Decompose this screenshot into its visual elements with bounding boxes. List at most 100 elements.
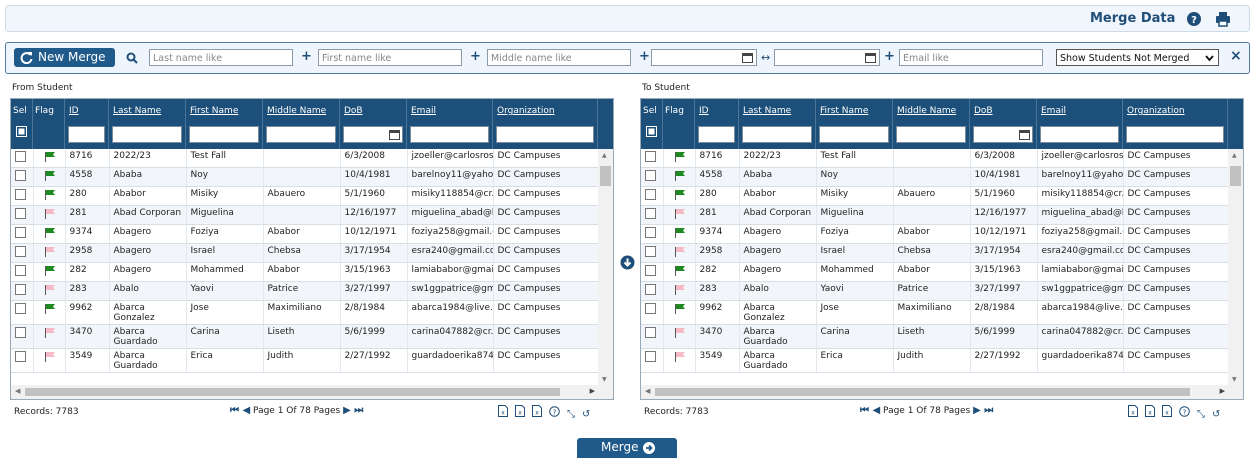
select-cell[interactable]: [641, 186, 664, 206]
grid-row[interactable]: 3470 Abarca Guardado Carina Liseth 5/6/1999 c…: [641, 324, 1228, 349]
column-filter-input[interactable]: [742, 126, 812, 143]
date-from-input[interactable]: [651, 49, 757, 66]
column-filter-input[interactable]: [1126, 126, 1224, 143]
select-cell[interactable]: [11, 262, 34, 282]
column-title[interactable]: DoB: [344, 106, 363, 116]
row-checkbox[interactable]: [15, 246, 26, 257]
help-icon[interactable]: ?: [1187, 12, 1201, 26]
print-icon[interactable]: [1215, 11, 1231, 27]
column-filter-input[interactable]: [973, 126, 1033, 143]
help-icon[interactable]: ?: [1179, 406, 1190, 417]
select-cell[interactable]: [641, 300, 664, 325]
select-cell[interactable]: [641, 281, 664, 301]
grid-row[interactable]: 282 Abagero Mohammed Ababor 3/15/1963 lamiaba…: [641, 262, 1228, 282]
column-title[interactable]: ID: [699, 106, 709, 116]
clear-button[interactable]: ×: [1230, 48, 1242, 64]
select-cell[interactable]: [641, 224, 664, 244]
row-checkbox[interactable]: [645, 208, 656, 219]
column-filter-input[interactable]: [819, 126, 889, 143]
grid-row[interactable]: 281 Abad Corporan Miguelina 12/16/1977 migue…: [641, 205, 1228, 225]
column-title[interactable]: Last Name: [743, 106, 792, 116]
column-title[interactable]: Organization: [1127, 106, 1185, 116]
horizontal-scrollbar[interactable]: ◀ ▶: [11, 385, 613, 399]
column-title[interactable]: Email: [411, 106, 436, 116]
column-filter-input[interactable]: [698, 126, 735, 143]
grid-row[interactable]: 9962 Abarca Gonzalez Jose Maximiliano 2/8/19…: [641, 300, 1228, 325]
column-title[interactable]: Middle Name: [267, 106, 327, 116]
row-checkbox[interactable]: [645, 327, 656, 338]
column-header[interactable]: First Name: [186, 99, 263, 149]
column-filter-input[interactable]: [343, 126, 403, 143]
column-filter-input[interactable]: [266, 126, 336, 143]
column-title[interactable]: First Name: [190, 106, 239, 116]
column-header[interactable]: DoB: [340, 99, 407, 149]
grid-row[interactable]: 3549 Abarca Guardado Erica Judith 2/27/1992 g…: [641, 348, 1228, 373]
column-title[interactable]: ID: [69, 106, 79, 116]
grid-row[interactable]: 3470 Abarca Guardado Carina Liseth 5/6/1999 c…: [11, 324, 598, 349]
select-cell[interactable]: [11, 186, 34, 206]
first-page[interactable]: ⏮ ◀: [230, 405, 251, 416]
horizontal-scrollbar[interactable]: ◀ ▶: [641, 385, 1243, 399]
column-header[interactable]: First Name: [816, 99, 893, 149]
grid-row[interactable]: 8716 2022/23 Test Fall 6/3/2008 jzoeller@car…: [641, 149, 1228, 168]
column-header[interactable]: DoB: [970, 99, 1037, 149]
new-merge-button[interactable]: New Merge: [14, 48, 115, 67]
row-checkbox[interactable]: [15, 170, 26, 181]
select-cell[interactable]: [11, 281, 34, 301]
grid-row[interactable]: 8716 2022/23 Test Fall 6/3/2008 jzoeller@car…: [11, 149, 598, 168]
select-all-checkbox[interactable]: [646, 126, 657, 137]
grid-row[interactable]: 283 Abalo Yaovi Patrice 3/27/1997 sw1ggpatric…: [641, 281, 1228, 301]
select-cell[interactable]: [11, 300, 34, 325]
column-title[interactable]: DoB: [974, 106, 993, 116]
column-filter-input[interactable]: [410, 126, 489, 143]
column-filter-input[interactable]: [189, 126, 259, 143]
export-csv[interactable]: x: [1145, 405, 1155, 417]
select-all-checkbox[interactable]: [16, 126, 27, 137]
row-checkbox[interactable]: [15, 284, 26, 295]
row-checkbox[interactable]: [15, 327, 26, 338]
column-header[interactable]: Organization: [493, 99, 598, 149]
grid-row[interactable]: 9962 Abarca Gonzalez Jose Maximiliano 2/8/19…: [11, 300, 598, 325]
grid-row[interactable]: 2958 Abagero Israel Chebsa 3/17/1954 esra240@…: [641, 243, 1228, 263]
select-cell[interactable]: [641, 324, 664, 349]
select-cell[interactable]: [11, 167, 34, 187]
export-excel[interactable]: x: [1128, 405, 1138, 417]
select-cell[interactable]: [641, 167, 664, 187]
grid-row[interactable]: 3549 Abarca Guardado Erica Judith 2/27/1992 g…: [11, 348, 598, 373]
column-header[interactable]: Middle Name: [263, 99, 340, 149]
row-checkbox[interactable]: [15, 351, 26, 362]
vertical-scrollbar[interactable]: ▲ ▼: [598, 149, 613, 386]
column-header[interactable]: ID: [695, 99, 739, 149]
grid-row[interactable]: 2958 Abagero Israel Chebsa 3/17/1954 esra240@…: [11, 243, 598, 263]
export-excel[interactable]: x: [498, 405, 508, 417]
select-cell[interactable]: [11, 149, 34, 168]
help-icon[interactable]: ?: [549, 406, 560, 417]
merge-button[interactable]: Merge: [577, 438, 677, 458]
column-header[interactable]: Last Name: [109, 99, 186, 149]
select-cell[interactable]: [641, 262, 664, 282]
grid-row[interactable]: 9374 Abagero Foziya Ababor 10/12/1971 foziya2…: [641, 224, 1228, 244]
row-checkbox[interactable]: [645, 303, 656, 314]
select-cell[interactable]: [641, 243, 664, 263]
row-checkbox[interactable]: [15, 227, 26, 238]
first-page[interactable]: ⏮ ◀: [860, 405, 881, 416]
select-cell[interactable]: [641, 348, 664, 373]
select-cell[interactable]: [641, 205, 664, 225]
first-name-input[interactable]: First name like: [318, 49, 462, 66]
column-filter-input[interactable]: [112, 126, 182, 143]
column-header[interactable]: Organization: [1123, 99, 1228, 149]
collapse-icon[interactable]: ⤡: [567, 409, 575, 420]
column-title[interactable]: Organization: [497, 106, 555, 116]
column-filter-input[interactable]: [496, 126, 594, 143]
row-checkbox[interactable]: [15, 303, 26, 314]
column-header[interactable]: Email: [407, 99, 493, 149]
column-filter-input[interactable]: [1040, 126, 1119, 143]
column-header[interactable]: Last Name: [739, 99, 816, 149]
row-checkbox[interactable]: [645, 351, 656, 362]
grid-row[interactable]: 4558 Ababa Noy 10/4/1981 barelnoy11@yaho DC C…: [11, 167, 598, 187]
export-pdf[interactable]: x: [532, 405, 542, 417]
next-page[interactable]: ▶ ⏭: [973, 405, 994, 416]
grid-row[interactable]: 280 Ababor Misiky Abauero 5/1/1960 misiky1188…: [11, 186, 598, 206]
row-checkbox[interactable]: [645, 227, 656, 238]
export-csv[interactable]: x: [515, 405, 525, 417]
